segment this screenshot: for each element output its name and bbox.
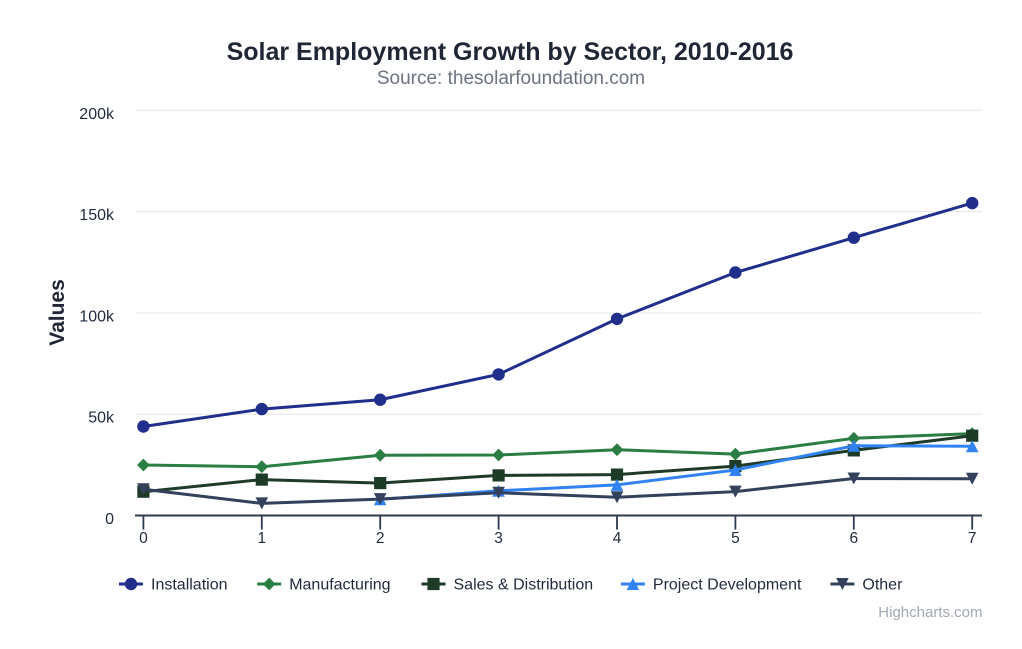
svg-text:Other: Other — [862, 577, 903, 594]
svg-text:Sales & Distribution: Sales & Distribution — [454, 577, 594, 594]
svg-text:Installation: Installation — [151, 577, 228, 594]
svg-text:150k: 150k — [79, 207, 115, 224]
svg-text:5: 5 — [731, 530, 740, 547]
svg-text:50k: 50k — [88, 410, 115, 427]
svg-text:4: 4 — [613, 530, 622, 547]
svg-text:Project Development: Project Development — [653, 577, 802, 594]
svg-text:Highcharts.com: Highcharts.com — [878, 604, 982, 621]
svg-text:Values: Values — [46, 279, 69, 346]
svg-text:0: 0 — [105, 511, 114, 528]
svg-text:3: 3 — [494, 530, 503, 547]
svg-text:Source: thesolarfoundation.com: Source: thesolarfoundation.com — [377, 68, 645, 89]
svg-text:1: 1 — [257, 530, 266, 547]
svg-text:0: 0 — [139, 530, 148, 547]
svg-text:6: 6 — [849, 530, 858, 547]
svg-text:200k: 200k — [79, 106, 115, 123]
svg-text:Manufacturing: Manufacturing — [289, 577, 390, 594]
svg-text:2: 2 — [376, 530, 385, 547]
svg-text:7: 7 — [968, 530, 977, 547]
svg-text:Solar Employment Growth by Sec: Solar Employment Growth by Sector, 2010-… — [227, 38, 794, 66]
svg-text:100k: 100k — [79, 308, 115, 325]
